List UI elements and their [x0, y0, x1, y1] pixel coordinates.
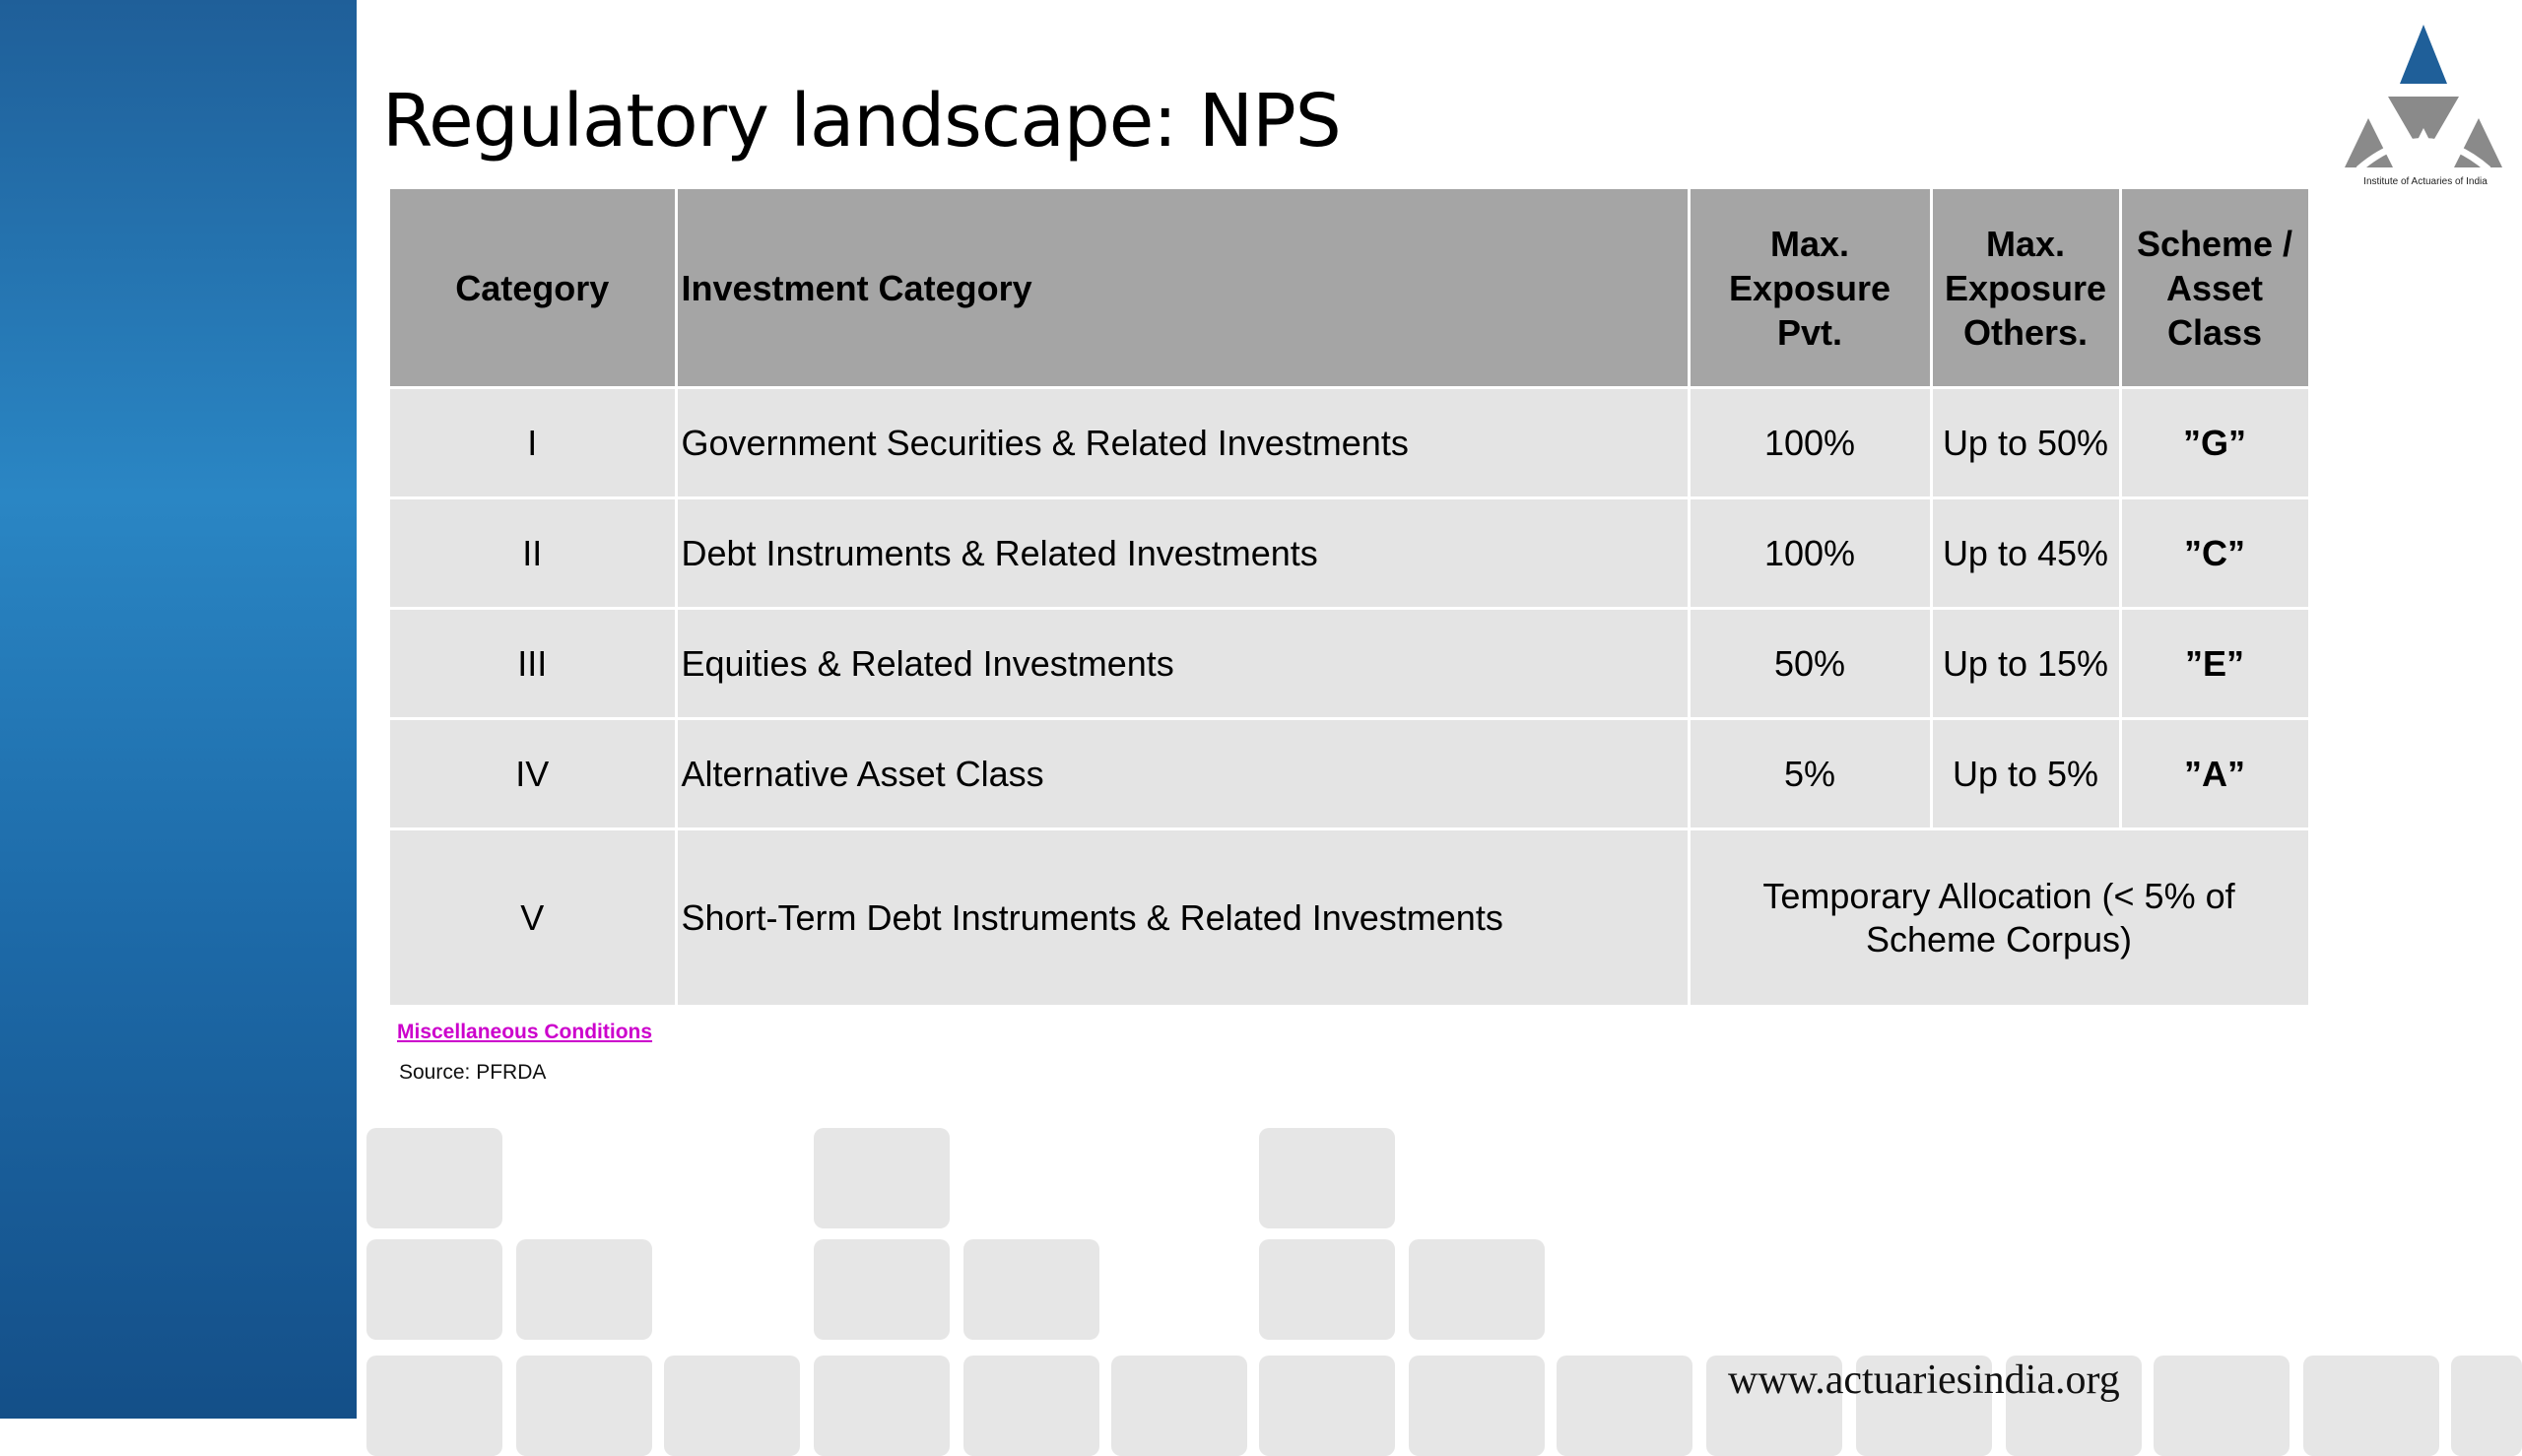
- decorative-tile: [2303, 1356, 2439, 1456]
- source-note: Source: PFRDA: [399, 1061, 547, 1084]
- nps-investment-table: Category Investment Category Max. Exposu…: [390, 189, 2311, 1008]
- decorative-tile: [1259, 1239, 1395, 1340]
- cell-max-others: Up to 15%: [1931, 608, 2122, 720]
- decorative-tile: [963, 1239, 1099, 1340]
- decorative-tile: [1409, 1239, 1545, 1340]
- cell-investment: Government Securities & Related Investme…: [676, 387, 1691, 499]
- decorative-tile: [1409, 1356, 1545, 1456]
- logo-caption: Institute of Actuaries of India: [2363, 176, 2488, 187]
- decorative-tile: [814, 1356, 950, 1456]
- cell-investment: Debt Instruments & Related Investments: [676, 497, 1691, 610]
- decorative-tile: [366, 1128, 502, 1228]
- decorative-tile: [664, 1356, 800, 1456]
- decorative-tile: [2451, 1356, 2522, 1456]
- table-row: V Short-Term Debt Instruments & Related …: [390, 828, 2311, 1008]
- blue-sidebar-decoration: [0, 0, 357, 1419]
- decorative-tile: [1111, 1356, 1247, 1456]
- cell-scheme: ”C”: [2120, 497, 2311, 610]
- cell-investment: Equities & Related Investments: [676, 608, 1691, 720]
- table-row: I Government Securities & Related Invest…: [390, 387, 2311, 499]
- cell-max-others: Up to 5%: [1931, 718, 2122, 830]
- table-header-row: Category Investment Category Max. Exposu…: [390, 189, 2311, 389]
- cell-category: II: [390, 497, 678, 610]
- decorative-tile: [366, 1239, 502, 1340]
- header-max-exposure-others: Max. Exposure Others.: [1931, 189, 2122, 389]
- cell-max-others: Up to 50%: [1931, 387, 2122, 499]
- cell-investment: Short-Term Debt Instruments & Related In…: [676, 828, 1691, 1008]
- decorative-tile: [2154, 1356, 2290, 1456]
- cell-category: IV: [390, 718, 678, 830]
- cell-scheme: ”A”: [2120, 718, 2311, 830]
- decorative-tile: [814, 1239, 950, 1340]
- cell-max-pvt: 100%: [1689, 387, 1933, 499]
- cell-category: I: [390, 387, 678, 499]
- cell-scheme: ”G”: [2120, 387, 2311, 499]
- cell-max-others: Up to 45%: [1931, 497, 2122, 610]
- decorative-tile: [963, 1356, 1099, 1456]
- cell-temporary-allocation: Temporary Allocation (< 5% of Scheme Cor…: [1689, 828, 2311, 1008]
- decorative-tile: [1259, 1128, 1395, 1228]
- table-row: III Equities & Related Investments 50% U…: [390, 608, 2311, 720]
- cell-category: III: [390, 608, 678, 720]
- decorative-tile: [516, 1239, 652, 1340]
- iai-logo-icon: [2345, 25, 2502, 172]
- slide-title: Regulatory landscape: NPS: [382, 79, 1342, 164]
- cell-category: V: [390, 828, 678, 1008]
- header-max-exposure-pvt: Max. Exposure Pvt.: [1689, 189, 1933, 389]
- cell-max-pvt: 50%: [1689, 608, 1933, 720]
- miscellaneous-conditions-link[interactable]: Miscellaneous Conditions: [397, 1021, 653, 1043]
- header-investment-category: Investment Category: [676, 189, 1691, 389]
- table-row: II Debt Instruments & Related Investment…: [390, 497, 2311, 610]
- decorative-tile: [814, 1128, 950, 1228]
- table-row: IV Alternative Asset Class 5% Up to 5% ”…: [390, 718, 2311, 830]
- header-category: Category: [390, 189, 678, 389]
- cell-investment: Alternative Asset Class: [676, 718, 1691, 830]
- decorative-tile: [1557, 1356, 1692, 1456]
- decorative-tile: [1259, 1356, 1395, 1456]
- decorative-tile: [516, 1356, 652, 1456]
- footer-website-url: www.actuariesindia.org: [1728, 1357, 2120, 1403]
- cell-max-pvt: 100%: [1689, 497, 1933, 610]
- decorative-tile: [366, 1356, 502, 1456]
- header-scheme-asset-class: Scheme / Asset Class: [2120, 189, 2311, 389]
- cell-max-pvt: 5%: [1689, 718, 1933, 830]
- cell-scheme: ”E”: [2120, 608, 2311, 720]
